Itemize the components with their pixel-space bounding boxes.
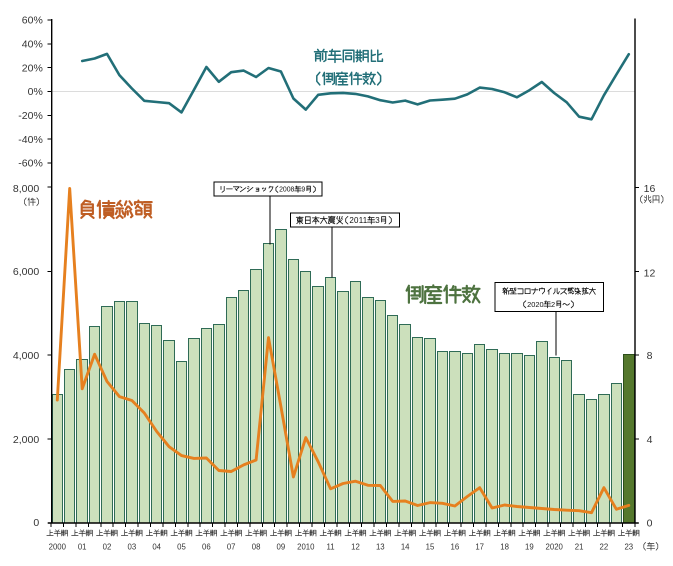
svg-text:-60%: -60% (18, 158, 43, 170)
svg-text:12: 12 (644, 267, 656, 279)
svg-text:-40%: -40% (18, 134, 43, 146)
svg-text:6,000: 6,000 (13, 266, 39, 278)
svg-text:0: 0 (33, 517, 39, 529)
svg-text:16: 16 (451, 543, 460, 552)
svg-text:02: 02 (103, 543, 112, 552)
svg-text:4,000: 4,000 (13, 350, 39, 362)
svg-text:23: 23 (624, 543, 633, 552)
svg-text:0%: 0% (28, 86, 43, 98)
svg-text:12: 12 (351, 543, 360, 552)
svg-text:2020: 2020 (527, 300, 544, 309)
svg-text:07: 07 (227, 543, 236, 552)
svg-text:-20%: -20% (18, 110, 43, 122)
svg-text:11: 11 (327, 543, 335, 552)
svg-text:09: 09 (277, 543, 286, 552)
svg-text:4: 4 (647, 434, 653, 446)
svg-text:2010: 2010 (297, 543, 315, 552)
svg-text:05: 05 (177, 543, 186, 552)
svg-text:2008: 2008 (279, 187, 294, 194)
svg-text:0: 0 (647, 518, 653, 530)
svg-text:22: 22 (600, 543, 609, 552)
svg-text:16: 16 (644, 183, 656, 195)
svg-text:01: 01 (78, 543, 87, 552)
svg-text:06: 06 (202, 543, 211, 552)
svg-text:2020: 2020 (546, 543, 564, 552)
svg-text:18: 18 (500, 543, 509, 552)
svg-text:2011: 2011 (349, 216, 367, 225)
svg-text:9: 9 (301, 187, 305, 194)
svg-text:03: 03 (128, 543, 137, 552)
svg-text:8,000: 8,000 (13, 183, 39, 195)
svg-text:21: 21 (575, 543, 584, 552)
svg-text:40%: 40% (22, 39, 43, 51)
svg-text:60%: 60% (22, 15, 43, 27)
svg-text:3: 3 (375, 216, 380, 225)
svg-text:20%: 20% (22, 62, 43, 74)
svg-text:2: 2 (551, 300, 555, 309)
svg-text:08: 08 (252, 543, 261, 552)
svg-text:19: 19 (525, 543, 534, 552)
svg-text:8: 8 (647, 350, 653, 362)
svg-text:2000: 2000 (49, 543, 67, 552)
svg-text:13: 13 (376, 543, 385, 552)
svg-text:2,000: 2,000 (13, 434, 39, 446)
svg-text:04: 04 (152, 543, 161, 552)
svg-text:14: 14 (401, 543, 410, 552)
svg-text:17: 17 (475, 543, 484, 552)
svg-text:15: 15 (426, 543, 435, 552)
